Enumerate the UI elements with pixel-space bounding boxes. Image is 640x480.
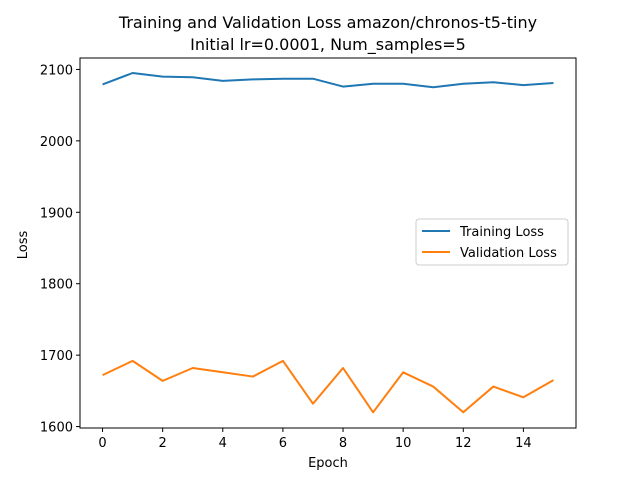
x-tick-label: 14 xyxy=(515,436,532,451)
chart-title-line1: Training and Validation Loss amazon/chro… xyxy=(118,13,537,32)
chart-title-line2: Initial lr=0.0001, Num_samples=5 xyxy=(190,35,466,55)
y-tick-label: 1700 xyxy=(40,349,73,364)
x-tick-label: 12 xyxy=(455,436,472,451)
x-tick-label: 0 xyxy=(98,436,106,451)
y-tick-label: 1900 xyxy=(40,206,73,221)
plot-lines xyxy=(102,72,554,414)
x-tick-label: 6 xyxy=(279,436,287,451)
y-tick-label: 2000 xyxy=(40,135,73,150)
plot-area-frame xyxy=(79,57,577,429)
x-tick-label: 4 xyxy=(219,436,227,451)
y-tick-label: 1600 xyxy=(40,421,73,436)
legend-box xyxy=(415,218,569,266)
legend: Training Loss Validation Loss xyxy=(415,218,569,266)
x-tick-label: 8 xyxy=(339,436,347,451)
y-axis-ticks: 1600 1700 1800 1900 2000 2100 xyxy=(40,63,80,436)
y-tick-label: 1800 xyxy=(40,278,73,293)
x-axis-label: Epoch xyxy=(308,456,348,471)
y-axis-label: Loss xyxy=(16,231,31,260)
y-tick-label: 2100 xyxy=(40,63,73,78)
legend-label-validation-loss: Validation Loss xyxy=(460,246,557,261)
x-axis-ticks: 0 2 4 6 8 10 12 14 xyxy=(98,428,532,451)
series-line-validation-loss xyxy=(102,359,554,414)
series-line-training-loss xyxy=(102,72,554,89)
legend-label-training-loss: Training Loss xyxy=(459,225,544,240)
x-tick-label: 10 xyxy=(395,436,412,451)
x-tick-label: 2 xyxy=(159,436,167,451)
